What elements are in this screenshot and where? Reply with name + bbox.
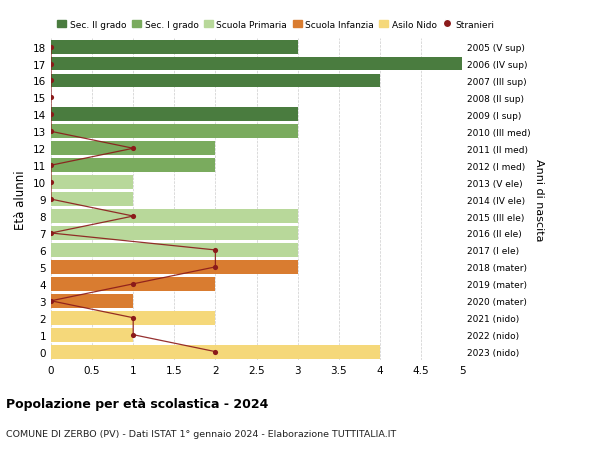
Point <box>128 213 138 220</box>
Bar <box>51 176 133 190</box>
Point <box>46 230 56 237</box>
Point <box>128 314 138 322</box>
Point <box>46 112 56 119</box>
Point <box>46 95 56 102</box>
Point <box>46 78 56 85</box>
Point <box>46 179 56 186</box>
Bar <box>51 311 215 325</box>
Point <box>46 297 56 305</box>
Bar <box>51 227 298 241</box>
Point <box>128 280 138 288</box>
Bar <box>51 40 298 55</box>
Bar <box>51 294 133 308</box>
Bar <box>51 142 215 156</box>
Point <box>46 61 56 68</box>
Text: Popolazione per età scolastica - 2024: Popolazione per età scolastica - 2024 <box>6 397 268 410</box>
Point <box>211 263 220 271</box>
Bar <box>51 125 298 139</box>
Point <box>46 196 56 203</box>
Bar <box>51 159 215 173</box>
Bar <box>51 260 298 274</box>
Point <box>46 44 56 51</box>
Point <box>211 247 220 254</box>
Bar <box>51 74 380 88</box>
Point <box>128 145 138 152</box>
Point <box>46 129 56 136</box>
Y-axis label: Anni di nascita: Anni di nascita <box>535 158 544 241</box>
Y-axis label: Età alunni: Età alunni <box>14 170 28 230</box>
Point <box>211 348 220 356</box>
Legend: Sec. II grado, Sec. I grado, Scuola Primaria, Scuola Infanzia, Asilo Nido, Stran: Sec. II grado, Sec. I grado, Scuola Prim… <box>56 19 496 31</box>
Text: COMUNE DI ZERBO (PV) - Dati ISTAT 1° gennaio 2024 - Elaborazione TUTTITALIA.IT: COMUNE DI ZERBO (PV) - Dati ISTAT 1° gen… <box>6 429 396 438</box>
Bar <box>51 210 298 224</box>
Point <box>128 331 138 339</box>
Bar <box>51 193 133 207</box>
Bar <box>51 243 298 257</box>
Bar <box>51 277 215 291</box>
Bar <box>51 57 462 71</box>
Bar <box>51 108 298 122</box>
Bar <box>51 345 380 359</box>
Bar <box>51 328 133 342</box>
Point <box>46 162 56 169</box>
